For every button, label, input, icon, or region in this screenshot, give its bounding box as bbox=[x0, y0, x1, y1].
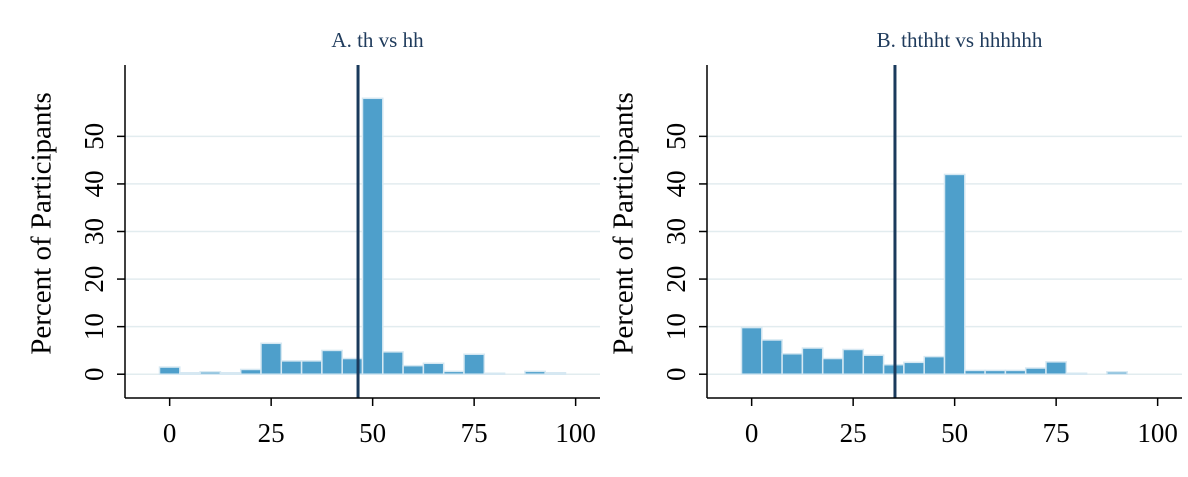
bar bbox=[964, 369, 986, 375]
x-tick-label: 25 bbox=[840, 418, 867, 448]
bar bbox=[260, 342, 283, 375]
bar bbox=[740, 326, 763, 375]
bar bbox=[1106, 371, 1128, 375]
bar bbox=[361, 97, 384, 375]
bar bbox=[158, 366, 181, 375]
y-tick-label: 0 bbox=[79, 367, 109, 381]
y-tick-label: 20 bbox=[661, 266, 691, 293]
bar bbox=[422, 362, 445, 375]
bar bbox=[1024, 367, 1047, 375]
bar bbox=[179, 372, 201, 375]
bar bbox=[903, 361, 925, 375]
bar bbox=[239, 368, 262, 375]
y-tick-label: 0 bbox=[661, 367, 691, 381]
bar bbox=[524, 370, 546, 375]
bar bbox=[442, 370, 465, 375]
y-tick-label: 50 bbox=[661, 123, 691, 150]
bar bbox=[923, 355, 946, 375]
x-tick-label: 0 bbox=[745, 418, 759, 448]
y-tick-label: 30 bbox=[661, 218, 691, 245]
bar bbox=[402, 364, 425, 375]
y-tick-label: 30 bbox=[79, 218, 109, 245]
y-tick-label: 40 bbox=[79, 170, 109, 197]
bar bbox=[1045, 361, 1068, 375]
bar bbox=[300, 360, 323, 375]
bar bbox=[781, 353, 804, 375]
x-tick-label: 0 bbox=[163, 418, 177, 448]
x-tick-label: 100 bbox=[555, 418, 596, 448]
chart-title: A. th vs hh bbox=[331, 28, 424, 52]
y-axis-label: Percent of Participants bbox=[608, 92, 640, 355]
x-tick-label: 75 bbox=[461, 418, 488, 448]
y-tick-label: 10 bbox=[661, 313, 691, 340]
y-axis-label: Percent of Participants bbox=[26, 92, 58, 355]
bar bbox=[219, 372, 242, 375]
bar bbox=[761, 339, 783, 375]
y-tick-label: 40 bbox=[661, 170, 691, 197]
bar bbox=[544, 372, 567, 375]
y-tick-label: 50 bbox=[79, 123, 109, 150]
chart-title: B. ththht vs hhhhhh bbox=[877, 28, 1043, 52]
x-tick-label: 50 bbox=[941, 418, 968, 448]
bar bbox=[821, 357, 844, 375]
bar bbox=[199, 371, 222, 375]
bar bbox=[1065, 372, 1088, 375]
x-tick-label: 75 bbox=[1043, 418, 1070, 448]
bar bbox=[862, 354, 885, 375]
y-tick-label: 20 bbox=[79, 266, 109, 293]
x-tick-label: 25 bbox=[258, 418, 285, 448]
bar bbox=[321, 349, 343, 375]
bar bbox=[943, 173, 966, 375]
bar bbox=[280, 360, 303, 375]
bar bbox=[463, 353, 486, 375]
x-tick-label: 100 bbox=[1137, 418, 1178, 448]
bar bbox=[801, 347, 824, 375]
bar bbox=[483, 372, 506, 375]
x-tick-label: 50 bbox=[359, 418, 386, 448]
bar bbox=[842, 348, 865, 375]
bar bbox=[984, 369, 1007, 375]
bar bbox=[382, 351, 404, 375]
y-tick-label: 10 bbox=[79, 313, 109, 340]
bar bbox=[1004, 369, 1027, 375]
